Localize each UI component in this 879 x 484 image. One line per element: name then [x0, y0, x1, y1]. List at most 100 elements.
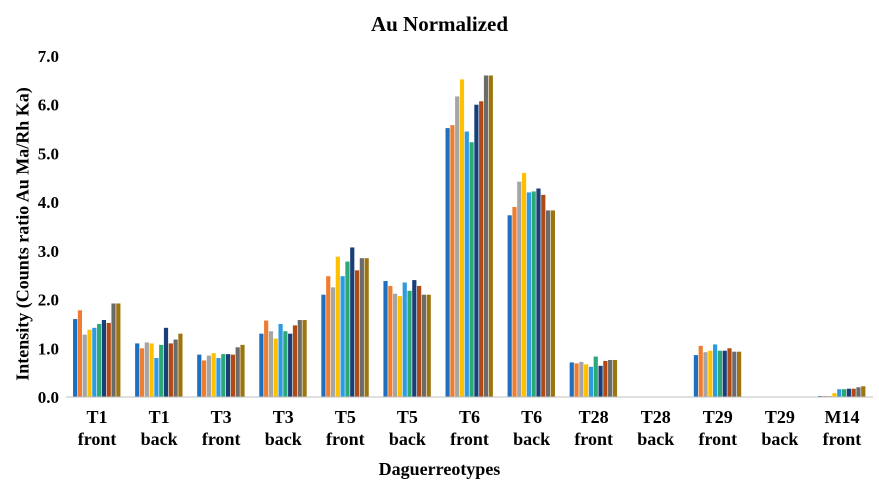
bar [722, 350, 727, 397]
bar [421, 294, 427, 397]
x-tick-label: back [389, 429, 426, 449]
bar [717, 350, 723, 397]
bar [584, 364, 589, 397]
bar [383, 281, 388, 397]
bar [846, 388, 851, 397]
bar [335, 256, 340, 397]
bar [221, 354, 226, 397]
bar [412, 280, 417, 397]
bar [574, 363, 579, 397]
bar [163, 327, 169, 397]
bar [507, 215, 512, 397]
x-tick-label: front [202, 429, 241, 449]
bar [598, 365, 603, 397]
x-tick-label: T5 [397, 407, 418, 427]
bar [417, 285, 422, 397]
bar [588, 366, 594, 397]
y-tick-label: 1.0 [38, 339, 59, 358]
bar [517, 181, 522, 397]
bar [340, 276, 345, 397]
bar [154, 358, 159, 397]
bar [178, 333, 183, 397]
bar [97, 323, 102, 397]
bar [713, 344, 718, 397]
x-tick-label: T29 [703, 407, 733, 427]
bar [77, 310, 83, 397]
bar [364, 258, 369, 397]
x-tick-label: T1 [149, 407, 170, 427]
bar [388, 285, 393, 397]
bar [302, 320, 307, 397]
bar [541, 194, 546, 397]
bar [841, 389, 847, 397]
bar [288, 333, 293, 397]
y-tick-label: 6.0 [38, 96, 59, 115]
bar [450, 125, 455, 398]
x-tick-label: T6 [459, 407, 480, 427]
bar [235, 347, 240, 397]
bar [545, 210, 551, 397]
bar [139, 348, 145, 397]
bar [225, 354, 231, 397]
bar [727, 348, 732, 397]
bar [92, 327, 97, 397]
bar [259, 333, 264, 397]
bar [851, 388, 856, 397]
bar [608, 359, 613, 397]
bar [579, 361, 584, 397]
bar [479, 101, 484, 398]
bar [292, 325, 298, 397]
bar [273, 338, 278, 397]
bar [350, 247, 355, 397]
bar [283, 331, 288, 397]
bar [612, 359, 618, 397]
bar [106, 322, 111, 397]
x-tick-label: T28 [579, 407, 609, 427]
x-tick-label: front [698, 429, 737, 449]
bar [483, 75, 489, 398]
bar [832, 393, 837, 397]
bar [861, 386, 866, 397]
x-tick-label: back [141, 429, 178, 449]
bar [149, 343, 154, 397]
bar [159, 344, 164, 397]
bar [698, 345, 703, 397]
bar [426, 294, 431, 397]
bar [173, 339, 178, 397]
x-tick-label: front [326, 429, 365, 449]
bar [330, 287, 336, 397]
x-tick-label: back [265, 429, 302, 449]
x-tick-label: T6 [521, 407, 542, 427]
bar [321, 294, 326, 397]
bar [135, 343, 140, 397]
bar [82, 334, 87, 397]
bar [354, 270, 360, 397]
bar [856, 387, 861, 397]
bar [536, 188, 541, 397]
x-tick-label: T1 [87, 407, 108, 427]
bar [201, 360, 207, 397]
bar [87, 329, 92, 397]
bar [240, 344, 245, 397]
bar [512, 207, 517, 397]
bar [531, 191, 536, 397]
bar [197, 354, 202, 397]
bar [459, 79, 465, 397]
bar [211, 353, 216, 397]
bar [345, 261, 350, 397]
x-tick-label: T3 [211, 407, 232, 427]
y-tick-label: 7.0 [38, 47, 59, 66]
bar [526, 192, 531, 397]
bar [737, 351, 742, 397]
y-tick-label: 0.0 [38, 388, 59, 407]
bar [230, 354, 235, 397]
bar [359, 258, 364, 397]
y-tick-label: 5.0 [38, 144, 59, 163]
bar [732, 351, 737, 397]
bar [144, 342, 149, 397]
bar-layer [73, 75, 866, 398]
x-tick-label: T3 [273, 407, 294, 427]
bar [708, 350, 713, 397]
